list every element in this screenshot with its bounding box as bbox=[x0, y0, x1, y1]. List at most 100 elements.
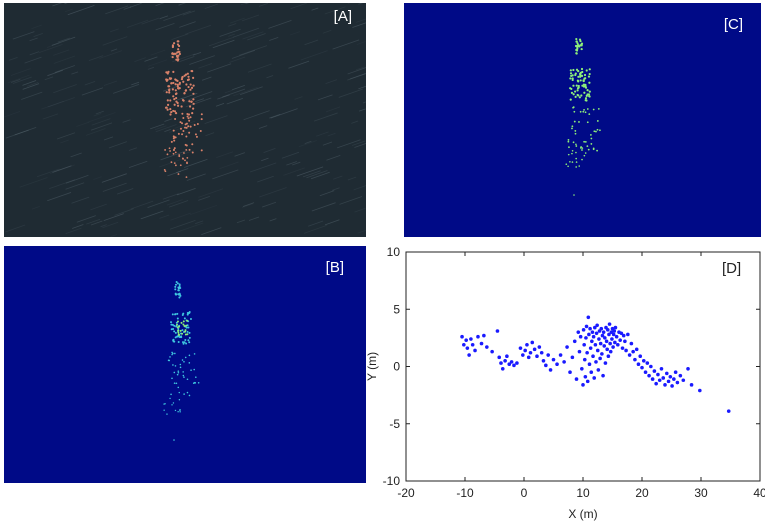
particle-dot bbox=[192, 84, 195, 87]
scatter-point bbox=[607, 332, 611, 337]
classified-dot bbox=[580, 47, 583, 51]
scatter-point bbox=[672, 377, 676, 381]
wave-glint bbox=[41, 100, 65, 110]
wave-glint bbox=[93, 176, 102, 180]
wave-glint bbox=[166, 199, 183, 206]
density-dot bbox=[186, 378, 189, 381]
classified-dot bbox=[583, 108, 585, 111]
wave-glint bbox=[57, 37, 70, 43]
particle-dot bbox=[184, 159, 186, 162]
classified-dot bbox=[575, 161, 578, 163]
density-dot bbox=[181, 314, 184, 317]
wave-glint bbox=[76, 121, 90, 127]
scatter-point bbox=[607, 322, 612, 326]
wave-glint bbox=[84, 80, 96, 86]
density-dot bbox=[181, 332, 184, 335]
wave-glint bbox=[93, 113, 102, 117]
scatter-point bbox=[606, 354, 611, 358]
wave-glint bbox=[302, 170, 321, 178]
x-tick-label: 30 bbox=[694, 486, 708, 500]
density-dot bbox=[169, 356, 171, 358]
wave-glint bbox=[44, 76, 54, 81]
classified-dot bbox=[568, 146, 570, 149]
wave-glint bbox=[356, 41, 366, 45]
particle-dot bbox=[178, 52, 181, 56]
wave-glint bbox=[198, 188, 224, 198]
scatter-point bbox=[649, 364, 653, 369]
classified-dot bbox=[587, 93, 591, 96]
wave-glint bbox=[176, 222, 204, 233]
particle-dot bbox=[187, 85, 190, 89]
density-dot bbox=[187, 326, 190, 329]
particle-dot bbox=[182, 99, 185, 102]
scatter-point bbox=[657, 378, 662, 383]
particle-dot bbox=[176, 40, 179, 43]
density-dot bbox=[177, 333, 180, 336]
scatter-point bbox=[509, 360, 514, 364]
scatter-point bbox=[518, 346, 523, 350]
scatter-point bbox=[582, 342, 586, 347]
wave-glint bbox=[269, 113, 281, 119]
classified-dot bbox=[574, 130, 577, 132]
particle-dot bbox=[184, 143, 187, 146]
classified-dot bbox=[571, 161, 574, 163]
classified-dot bbox=[584, 97, 588, 100]
scatter-point bbox=[578, 334, 583, 339]
scatter-point bbox=[619, 331, 624, 336]
scatter-point bbox=[532, 347, 537, 352]
wave-glint bbox=[201, 227, 222, 236]
density-dot bbox=[172, 340, 175, 343]
density-dot bbox=[174, 283, 177, 286]
wave-glint bbox=[339, 196, 363, 205]
classified-dot bbox=[588, 81, 591, 84]
wave-glint bbox=[266, 75, 274, 79]
particle-dot bbox=[176, 79, 179, 83]
scatter-point bbox=[499, 361, 503, 365]
classified-dot bbox=[567, 140, 570, 143]
particle-dot bbox=[170, 82, 173, 85]
scatter-point bbox=[686, 366, 690, 371]
scatter-point bbox=[507, 362, 512, 367]
scatter-point bbox=[666, 379, 671, 384]
wave-glint bbox=[95, 110, 104, 115]
wave-glint bbox=[70, 152, 82, 158]
scatter-point bbox=[482, 333, 486, 338]
wave-glint bbox=[283, 167, 305, 176]
wave-glint bbox=[308, 220, 324, 227]
wave-glint bbox=[347, 73, 366, 81]
density-dot bbox=[189, 318, 192, 321]
wave-glint bbox=[54, 65, 76, 73]
classified-dot bbox=[581, 149, 583, 151]
wave-glint bbox=[243, 110, 270, 121]
wave-glint bbox=[52, 3, 63, 7]
particle-dot bbox=[176, 56, 179, 59]
particle-dot bbox=[163, 168, 166, 171]
particle-dot bbox=[169, 113, 172, 116]
density-dot bbox=[188, 336, 191, 339]
wave-glint bbox=[100, 224, 107, 228]
classified-dot bbox=[581, 70, 584, 74]
scatter-point bbox=[562, 360, 566, 364]
wave-glint bbox=[195, 220, 204, 225]
particle-dot bbox=[174, 83, 177, 86]
particle-dot bbox=[186, 156, 189, 159]
particle-dot bbox=[171, 45, 174, 49]
wave-glint bbox=[169, 200, 189, 208]
particle-dot bbox=[186, 162, 188, 165]
wave-glint bbox=[310, 171, 330, 180]
density-dot bbox=[182, 342, 185, 345]
wave-glint bbox=[87, 112, 116, 123]
particle-dot bbox=[168, 91, 171, 94]
classified-dot bbox=[569, 160, 571, 163]
scatter-point bbox=[598, 341, 603, 346]
wave-glint bbox=[331, 187, 340, 191]
wave-glint bbox=[228, 33, 235, 37]
wave-glint bbox=[141, 17, 160, 25]
scatter-point bbox=[460, 334, 464, 339]
wave-glint bbox=[178, 3, 187, 6]
wave-glint bbox=[215, 103, 225, 107]
particle-dot bbox=[192, 102, 195, 105]
x-tick-label: 40 bbox=[753, 486, 765, 500]
y-axis-title: Y (m) bbox=[365, 352, 379, 381]
scatter-point bbox=[597, 337, 601, 341]
